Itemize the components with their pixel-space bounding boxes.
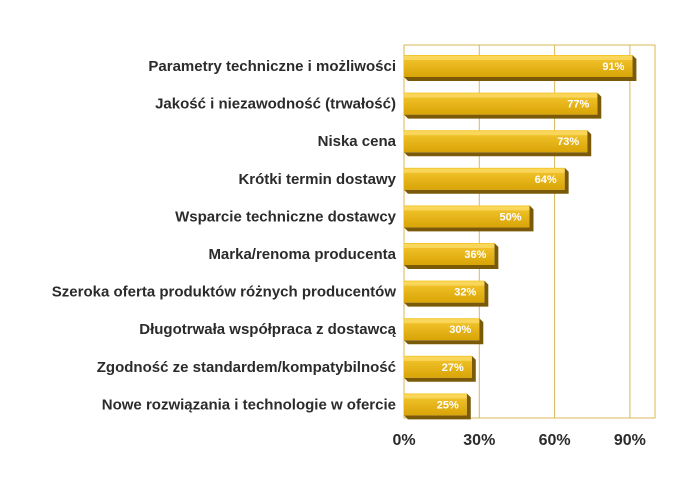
bar-shadow <box>404 205 534 232</box>
bar-shadow <box>404 167 569 194</box>
bar-highlight <box>404 281 485 286</box>
x-tick-label: 0% <box>392 432 415 449</box>
value-label: 30% <box>449 324 471 336</box>
value-label: 25% <box>437 399 459 411</box>
bar-highlight <box>404 319 480 324</box>
bar <box>404 393 467 416</box>
bar-shadow <box>404 92 602 119</box>
x-tick-label: 30% <box>463 432 495 449</box>
bar-highlight <box>404 56 633 60</box>
bar-highlight <box>404 93 598 98</box>
category-label: Marka/renoma producenta <box>208 246 396 263</box>
category-label: Wsparcie techniczne dostawcy <box>175 208 397 225</box>
bar-shadow <box>404 280 489 307</box>
category-label: Nowe rozwiązania i technologie w ofercie <box>102 396 396 413</box>
bar-highlight <box>404 244 495 248</box>
category-label: Niska cena <box>318 133 397 150</box>
bar <box>404 318 480 341</box>
bar-shadow <box>404 55 637 81</box>
category-label: Krótki termin dostawy <box>238 171 396 188</box>
category-labels: Parametry techniczne i możliwości Jakość … <box>52 58 397 413</box>
value-label: 36% <box>464 249 486 261</box>
plot-frame <box>403 44 656 419</box>
bar-highlight <box>404 206 530 211</box>
bar <box>404 55 633 77</box>
bar <box>404 130 588 153</box>
bar <box>404 167 565 190</box>
bar-shadow <box>404 243 499 269</box>
value-label: 64% <box>535 174 557 186</box>
bar-shadow <box>404 130 592 157</box>
bars <box>404 55 637 420</box>
category-label: Zgodność ze standardem/kompatybilność <box>97 359 396 376</box>
bar <box>404 92 598 115</box>
bar-highlight <box>404 356 472 361</box>
bar <box>404 280 485 303</box>
bar-shadow <box>404 355 476 382</box>
bar-highlight <box>404 168 565 173</box>
bar <box>404 355 472 378</box>
value-label: 32% <box>454 287 476 299</box>
bar-highlight <box>404 394 467 399</box>
category-label: Jakość i niezawodność (trwałość) <box>155 96 396 113</box>
bar-highlight <box>404 131 588 136</box>
value-label: 77% <box>567 99 589 111</box>
value-label: 27% <box>442 362 464 374</box>
x-axis-ticks: 0% 30% 60% 90% <box>392 432 645 449</box>
x-tick-label: 90% <box>614 432 646 449</box>
bar <box>404 243 495 265</box>
value-label: 50% <box>499 211 521 223</box>
bar <box>404 205 530 228</box>
value-labels: 91% 77% 73% 64% 50% 36% 32% 30% 27% 25% <box>437 61 625 411</box>
category-label: Szeroka oferta produktów różnych produce… <box>52 284 397 301</box>
value-label: 91% <box>602 61 624 73</box>
x-tick-label: 60% <box>539 432 571 449</box>
category-label: Długotrwała współpraca z dostawcą <box>139 321 396 338</box>
category-label: Parametry techniczne i możliwości <box>148 58 396 75</box>
bar-shadow <box>404 318 484 345</box>
value-label: 73% <box>557 136 579 148</box>
bar-shadow <box>404 393 471 420</box>
